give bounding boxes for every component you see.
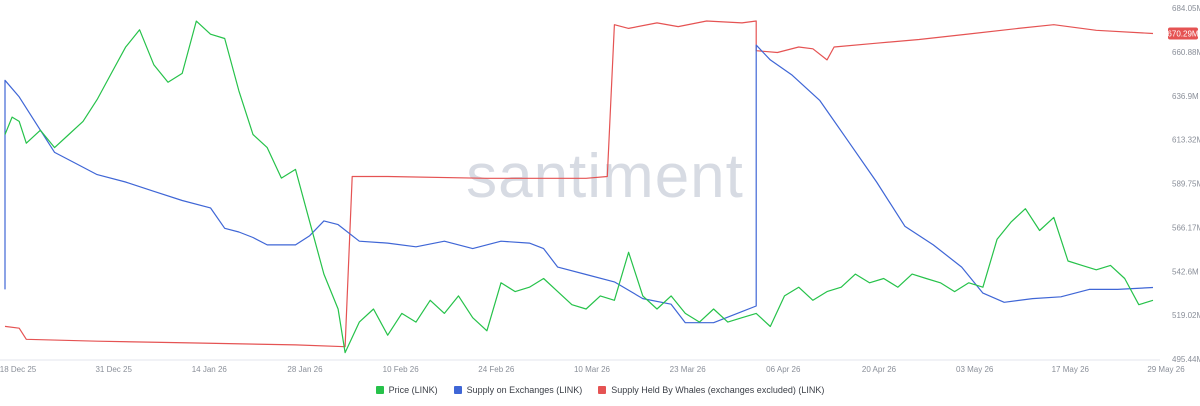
right-y-axis: 684.05M 660.88M 636.9M 613.32M 589.75M 566.17… bbox=[1172, 4, 1200, 364]
y-tick-label: 566.17M bbox=[1172, 223, 1200, 232]
x-tick-label: 10 Feb 26 bbox=[383, 365, 420, 374]
y-tick-label: 636.9M bbox=[1172, 92, 1199, 101]
last-value-badge-bg bbox=[1168, 27, 1198, 40]
y-tick-label: 589.75M bbox=[1172, 180, 1200, 189]
series-exchange-supply-line[interactable] bbox=[4, 44, 1154, 324]
legend-label-exchange-supply: Supply on Exchanges (LINK) bbox=[466, 385, 583, 395]
x-tick-label: 14 Jan 26 bbox=[192, 365, 228, 374]
x-tick-label: 24 Feb 26 bbox=[478, 365, 515, 374]
x-tick-label: 18 Dec 25 bbox=[0, 365, 37, 374]
last-value-badge-label: 670.29M bbox=[1167, 30, 1198, 39]
series-price-line[interactable] bbox=[4, 20, 1154, 354]
y-tick-label: 495.44M bbox=[1172, 355, 1200, 364]
x-tick-label: 28 Jan 26 bbox=[287, 365, 323, 374]
legend-item-exchange-supply[interactable]: Supply on Exchanges (LINK) bbox=[453, 385, 583, 395]
plot-area[interactable] bbox=[4, 20, 1154, 354]
x-tick-label: 31 Dec 25 bbox=[95, 365, 132, 374]
y-tick-label: 684.05M bbox=[1172, 4, 1200, 13]
x-tick-label: 03 May 26 bbox=[956, 365, 994, 374]
legend-item-price[interactable]: Price (LINK) bbox=[375, 385, 438, 395]
legend-swatch-price bbox=[375, 386, 384, 394]
x-tick-label: 20 Apr 26 bbox=[862, 365, 897, 374]
x-tick-label: 29 May 26 bbox=[1147, 365, 1185, 374]
y-tick-label: 613.32M bbox=[1172, 136, 1200, 145]
legend-label-whale-supply: Supply Held By Whales (exchanges exclude… bbox=[611, 385, 825, 395]
legend-item-whale-supply[interactable]: Supply Held By Whales (exchanges exclude… bbox=[598, 385, 824, 395]
y-tick-label: 519.02M bbox=[1172, 311, 1200, 320]
x-axis: 18 Dec 25 31 Dec 25 14 Jan 26 28 Jan 26 10 F… bbox=[0, 365, 1185, 374]
y-tick-label: 660.88M bbox=[1172, 48, 1200, 57]
legend-label-price: Price (LINK) bbox=[388, 385, 438, 395]
x-tick-label: 06 Apr 26 bbox=[766, 365, 801, 374]
x-tick-label: 23 Mar 26 bbox=[670, 365, 707, 374]
legend-swatch-exchange-supply bbox=[453, 386, 462, 394]
legend: Price (LINK) Supply on Exchanges (LINK) … bbox=[0, 385, 1200, 395]
y-tick-label: 542.6M bbox=[1172, 267, 1199, 276]
legend-swatch-whale-supply bbox=[598, 386, 607, 394]
last-value-badge: 670.29M bbox=[1167, 27, 1199, 40]
x-tick-label: 10 Mar 26 bbox=[574, 365, 611, 374]
x-tick-label: 17 May 26 bbox=[1052, 365, 1090, 374]
series-whale-supply-line[interactable] bbox=[4, 20, 1154, 348]
